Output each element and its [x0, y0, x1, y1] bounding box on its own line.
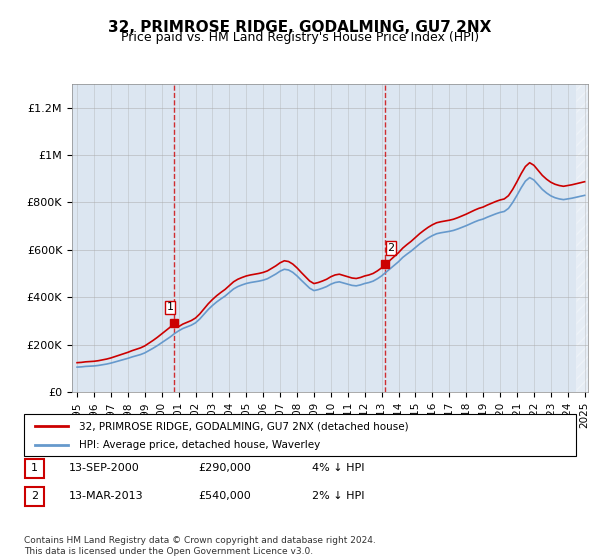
Text: 2% ↓ HPI: 2% ↓ HPI	[312, 491, 365, 501]
FancyBboxPatch shape	[24, 414, 576, 456]
Text: £540,000: £540,000	[198, 491, 251, 501]
Text: 13-MAR-2013: 13-MAR-2013	[69, 491, 143, 501]
Text: HPI: Average price, detached house, Waverley: HPI: Average price, detached house, Wave…	[79, 440, 320, 450]
Text: £290,000: £290,000	[198, 463, 251, 473]
Text: 32, PRIMROSE RIDGE, GODALMING, GU7 2NX: 32, PRIMROSE RIDGE, GODALMING, GU7 2NX	[109, 20, 491, 35]
Text: 13-SEP-2000: 13-SEP-2000	[69, 463, 140, 473]
Text: 2: 2	[31, 491, 38, 501]
Text: Price paid vs. HM Land Registry's House Price Index (HPI): Price paid vs. HM Land Registry's House …	[121, 31, 479, 44]
Bar	[576, 84, 588, 392]
Text: 2: 2	[388, 243, 395, 253]
Text: 4% ↓ HPI: 4% ↓ HPI	[312, 463, 365, 473]
FancyBboxPatch shape	[25, 459, 44, 478]
Text: 32, PRIMROSE RIDGE, GODALMING, GU7 2NX (detached house): 32, PRIMROSE RIDGE, GODALMING, GU7 2NX (…	[79, 421, 409, 431]
Text: 1: 1	[167, 302, 174, 312]
FancyBboxPatch shape	[25, 487, 44, 506]
Text: Contains HM Land Registry data © Crown copyright and database right 2024.
This d: Contains HM Land Registry data © Crown c…	[24, 536, 376, 556]
Text: 1: 1	[31, 463, 38, 473]
